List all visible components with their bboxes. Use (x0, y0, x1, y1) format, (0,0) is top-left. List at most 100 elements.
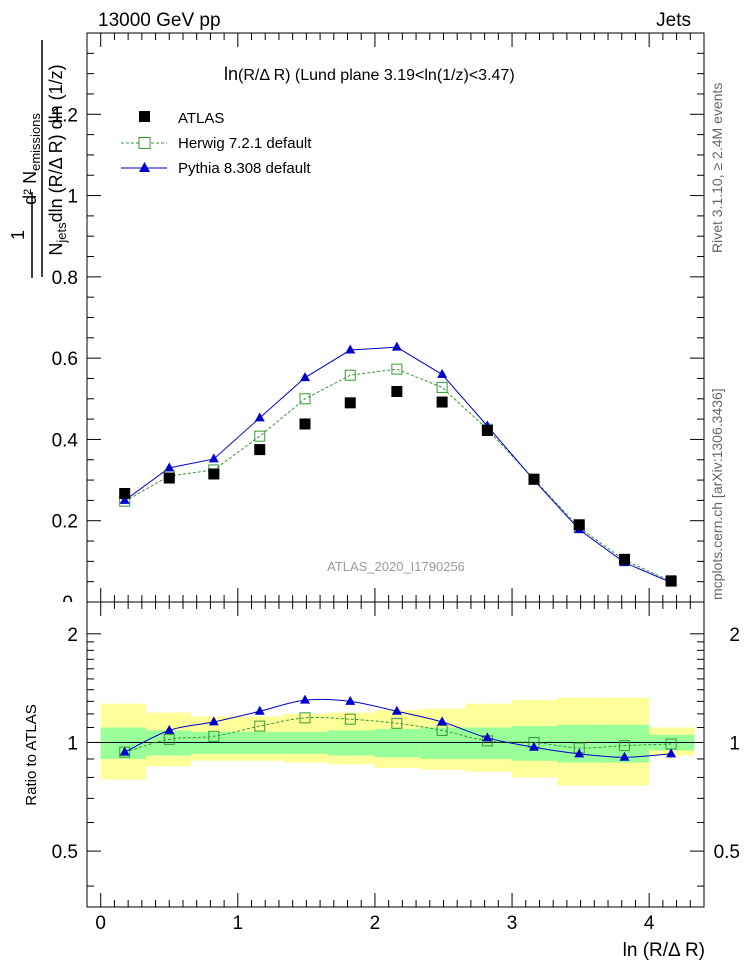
herwig-point (299, 393, 311, 405)
ratio-herwig-point (208, 730, 220, 742)
ratio-herwig-line (124, 716, 672, 753)
x-tick-label: 1 (233, 913, 244, 934)
ratio-pythia-point (619, 751, 630, 761)
legend: ATLAS Herwig 7.2.1 default Pythia 8.308 … (121, 110, 312, 177)
atlas-point (436, 396, 448, 408)
x-tick-label: 3 (507, 913, 518, 934)
atlas-point (163, 472, 175, 484)
ratio-pythia-point (254, 705, 265, 715)
main-x-ticks (100, 33, 705, 602)
main-panel: 0.2 0.4 0.6 0.8 1 1.2 0 ln(R/Δ R) (Lund plane … (8, 32, 705, 614)
rivet-label: Rivet 3.1.10, ≥ 2.4M events (709, 83, 725, 253)
main-y-tick-label: 0.6 (52, 349, 78, 370)
y-label-denominator: Njetsdln (R/Δ R) dln (1/z) (46, 64, 69, 255)
ratio-y-tick-label-right: 1 (729, 733, 740, 754)
ratio-pythia-point (119, 746, 130, 756)
ratio-pythia-point (300, 694, 311, 704)
ratio-herwig-point (391, 717, 403, 729)
ratio-pythia-point (574, 748, 585, 758)
legend-pythia-marker (139, 162, 150, 172)
main-y-axis-label: 1 d² Nemissions Njetsdln (R/Δ R) dln (1/… (8, 40, 69, 278)
y-label-den-sub: jets (54, 222, 69, 244)
main-y-tick-label: 0.2 (52, 512, 78, 533)
main-y-tick-label: 0.8 (52, 268, 78, 289)
ratio-herwig-point (344, 713, 356, 725)
ratio-plot-area (100, 694, 695, 786)
pythia-line (124, 346, 672, 583)
ratio-y-tick-label-right: 0.5 (714, 842, 740, 863)
herwig-line (124, 368, 672, 582)
ratio-panel: 0.5 0.5 1 1 2 2 0 1 2 3 4 Ratio to ATLAS ln (R/Δ … (23, 601, 740, 961)
ratio-pythia-point (391, 705, 402, 715)
y-label-numerator: d² Nemissions (20, 113, 43, 205)
y-label-one: 1 (8, 230, 28, 240)
ratio-herwig-point (618, 740, 630, 752)
ratio-herwig-point (299, 712, 311, 724)
ratio-y-axis-label: Ratio to ATLAS (23, 704, 40, 805)
legend-herwig-marker (138, 137, 151, 149)
pythia-point (345, 344, 356, 354)
pythia-point (437, 368, 448, 378)
watermark: ATLAS_2020_I1790256 (327, 559, 465, 574)
main-title-arg: (R/Δ R) (238, 67, 290, 84)
x-tick-label: 4 (644, 913, 655, 934)
ratio-pythia-point (437, 716, 448, 726)
ratio-band-stat (328, 730, 375, 756)
pythia-point (300, 372, 311, 382)
ratio-herwig-point (254, 720, 266, 732)
ratio-band-stat (420, 727, 466, 759)
y-label-num-main: d² N (20, 171, 40, 205)
main-title-ln: ln (224, 64, 238, 84)
main-y-tick-label-zero: 0 (62, 593, 73, 614)
atlas-point (344, 397, 356, 409)
main-y-ticks: 0.2 0.4 0.6 0.8 1 1.2 0 (52, 52, 704, 614)
header-right-label: Jets (656, 10, 691, 31)
main-title: ln(R/Δ R) (Lund plane 3.19<ln(1/z)<3.47) (224, 64, 515, 84)
atlas-point (665, 575, 677, 587)
main-plot-area (119, 341, 677, 587)
legend-pythia-label: Pythia 8.308 default (178, 160, 311, 177)
legend-atlas-marker (139, 111, 150, 122)
ratio-y-tick-label: 1 (67, 733, 78, 754)
header-left-label: 13000 GeV pp (98, 10, 221, 31)
ratio-pythia-point (345, 695, 356, 705)
atlas-point (391, 385, 403, 397)
atlas-point (573, 519, 585, 531)
ratio-frame (86, 601, 705, 908)
x-tick-label: 0 (95, 913, 106, 934)
main-y-tick-label: 1 (67, 187, 78, 208)
ratio-y-ticks: 0.5 0.5 1 1 2 2 (52, 625, 740, 887)
main-title-rest: (Lund plane 3.19<ln(1/z)<3.47) (290, 67, 514, 84)
pythia-point (391, 341, 402, 351)
main-y-tick-label: 0.4 (52, 430, 79, 451)
ratio-pythia-point (482, 732, 493, 742)
atlas-point (618, 553, 630, 565)
mcplots-label: mcplots.cern.ch [arXiv:1306.3436] (709, 388, 725, 600)
atlas-point (119, 487, 131, 499)
ratio-y-tick-label-right: 2 (729, 625, 740, 646)
y-label-den-post: dln (R/Δ R) dln (1/z) (46, 64, 66, 222)
ratio-pythia-point (208, 716, 219, 726)
y-label-den-pre: N (46, 243, 66, 256)
ratio-pythia-point (164, 724, 175, 734)
ratio-y-tick-label: 2 (67, 625, 78, 646)
atlas-point (481, 424, 493, 436)
ratio-y-tick-label: 0.5 (52, 842, 78, 863)
ratio-herwig-point (163, 733, 175, 745)
pythia-point (119, 494, 130, 504)
herwig-point (344, 369, 356, 381)
ratio-pythia-point (528, 741, 539, 751)
atlas-point (208, 468, 220, 480)
x-tick-label: 2 (370, 913, 381, 934)
herwig-point (391, 363, 403, 375)
ratio-band-stat (374, 728, 421, 758)
legend-atlas-label: ATLAS (178, 110, 224, 127)
pythia-point (208, 453, 219, 463)
pythia-point (164, 462, 175, 472)
herwig-point (436, 381, 448, 393)
atlas-point (299, 418, 311, 430)
legend-herwig-label: Herwig 7.2.1 default (178, 135, 312, 152)
main-y-tick-label: 1.2 (52, 105, 78, 126)
atlas-point (528, 473, 540, 485)
